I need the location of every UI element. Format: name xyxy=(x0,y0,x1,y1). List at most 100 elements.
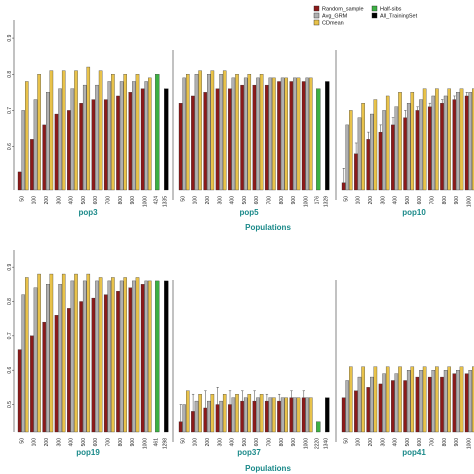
bar-CDmean-600 xyxy=(422,88,427,191)
bar-CDmean-300 xyxy=(385,366,390,433)
bar-Avg_GRM-400 xyxy=(231,77,236,191)
bar-Random_sample-600 xyxy=(91,297,96,433)
bar-Avg_GRM-200 xyxy=(46,284,50,433)
bar-CDmean-500 xyxy=(86,66,91,191)
y-tick-label: 0.8 xyxy=(7,71,13,78)
x-tick-label: 900 xyxy=(454,196,460,205)
bar-CDmean-200 xyxy=(49,70,54,191)
bar-Random_sample-600 xyxy=(415,376,420,433)
bar-CDmean-700 xyxy=(272,397,276,433)
x-tick-label: 300 xyxy=(56,438,62,447)
bar-Avg_GRM-100 xyxy=(33,99,38,191)
x-tick-label: 100 xyxy=(193,438,199,447)
bar-Avg_GRM-100 xyxy=(194,74,199,191)
x-tick-label: 50 xyxy=(343,196,349,202)
bar-Random_sample-400 xyxy=(391,124,395,191)
x-tick-label: 700 xyxy=(267,196,273,205)
x-tick-label: 300 xyxy=(380,438,386,447)
bar-CDmean-100 xyxy=(198,70,202,191)
bar-Random_sample-300 xyxy=(215,404,220,433)
bar-Random_sample-700 xyxy=(427,376,432,433)
bar-Random_sample-200 xyxy=(203,407,207,433)
legend-entry: Random_sample xyxy=(322,7,364,13)
bar-CDmean-500 xyxy=(247,394,252,433)
bar-Avg_GRM-1000 xyxy=(144,280,148,433)
x-tick-label: 600 xyxy=(254,438,260,447)
x-tick-label: 1000 xyxy=(466,196,472,207)
bar-Random_sample-900 xyxy=(452,373,457,433)
bar-Random_sample-400 xyxy=(228,88,232,191)
bar-CDmean-300 xyxy=(222,70,227,191)
x-tick-label: 50 xyxy=(180,196,186,202)
x-tick-label: 700 xyxy=(267,438,273,447)
bar-Avg_GRM-900 xyxy=(132,81,136,191)
legend-swatch xyxy=(313,5,320,12)
x-tick-label: 700 xyxy=(106,438,112,447)
bar-CDmean-400 xyxy=(398,92,402,191)
bar-Random_sample-50 xyxy=(17,171,22,191)
bar-Avg_GRM-1000 xyxy=(305,77,309,191)
bar-Random_sample-200 xyxy=(203,92,207,191)
bar-Avg_GRM-500 xyxy=(82,280,87,433)
bar-CDmean-300 xyxy=(61,70,66,191)
bar-Random_sample-700 xyxy=(264,84,269,191)
bar-Avg_GRM-700 xyxy=(431,370,436,433)
bar-Avg_GRM-900 xyxy=(132,280,136,433)
x-tick-label: 800 xyxy=(442,438,448,447)
bar-Half-sibs xyxy=(316,88,321,191)
x-tick-label: 1000 xyxy=(466,438,472,449)
bar-Avg_GRM-500 xyxy=(243,77,248,191)
x-tick-label: 500 xyxy=(81,438,87,447)
bar-Random_sample-100 xyxy=(354,390,358,433)
bar-CDmean-600 xyxy=(259,394,264,433)
panel-pop37: 50 100 200 300 400 500 600 700 800 900 1000 2220 134… xyxy=(172,280,330,457)
bar-Avg_GRM-900 xyxy=(293,397,297,433)
bar-Avg_GRM-50 xyxy=(345,124,349,191)
bar-Random_sample-200 xyxy=(366,139,370,191)
bar-CDmean-400 xyxy=(235,74,239,191)
x-tick-label: 200 xyxy=(368,438,374,447)
x-tick-label: 300 xyxy=(56,196,62,205)
bar-CDmean-700 xyxy=(272,77,276,191)
bar-Avg_GRM-200 xyxy=(46,92,50,191)
bar-Random_sample-1000 xyxy=(301,397,306,433)
panel-label: pop41 xyxy=(402,448,426,457)
x-tick-label: 600 xyxy=(417,196,423,205)
x-tick-label: 500 xyxy=(405,438,411,447)
bar-Random_sample-300 xyxy=(54,113,59,191)
bar-All_TrainingSet xyxy=(164,280,169,433)
bar-All_TrainingSet xyxy=(325,397,330,433)
n-label: 1335 xyxy=(162,196,168,207)
bar-CDmean-100 xyxy=(361,103,365,191)
x-tick-label: 500 xyxy=(81,196,87,205)
bar-Random_sample-100 xyxy=(30,335,34,433)
bar-Avg_GRM-600 xyxy=(419,370,423,433)
bar-Avg_GRM-50 xyxy=(345,380,349,433)
chart-row-top: 0.9 0.8 0.7 0.6 50 100 200 300 400 500 600 700 800 90… xyxy=(7,20,474,217)
bar-CDmean-200 xyxy=(210,394,215,433)
y-tick-label: 0.9 xyxy=(7,34,13,41)
panel-label: pop5 xyxy=(239,208,259,217)
bar-Random_sample-200 xyxy=(42,321,46,433)
bar-Random_sample-500 xyxy=(79,103,83,191)
bar-Random_sample-900 xyxy=(452,99,457,191)
bar-Avg_GRM-500 xyxy=(406,370,411,433)
bar-Avg_GRM-800 xyxy=(280,77,285,191)
x-tick-label: 1000 xyxy=(142,438,148,449)
bar-Avg_GRM-1000 xyxy=(468,370,472,433)
bar-CDmean-800 xyxy=(123,74,127,191)
bar-CDmean-100 xyxy=(37,74,41,191)
x-tick-label: 400 xyxy=(69,438,75,447)
bar-Avg_GRM-300 xyxy=(382,110,386,191)
bar-Avg_GRM-300 xyxy=(219,400,223,433)
bar-Avg_GRM-100 xyxy=(33,287,38,433)
panel-pop10: 50 100 200 300 400 500 600 700 800 900 1000 pop10 xyxy=(335,50,474,217)
bar-Random_sample-1000 xyxy=(140,284,145,433)
bar-CDmean-400 xyxy=(235,394,239,433)
bar-Avg_GRM-400 xyxy=(70,88,75,191)
bar-CDmean-200 xyxy=(210,70,215,191)
bar-Avg_GRM-100 xyxy=(194,400,199,433)
bar-Random_sample-300 xyxy=(54,315,59,433)
bar-Random_sample-300 xyxy=(378,131,383,191)
